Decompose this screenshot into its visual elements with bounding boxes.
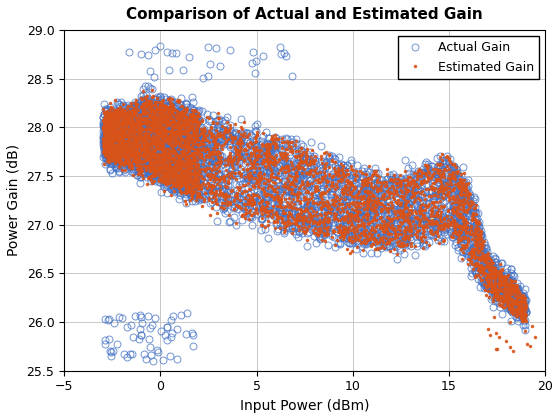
Actual Gain [292,165,299,170]
Actual Gain [149,358,156,363]
Line: Estimated Gain: Estimated Gain [101,87,537,353]
X-axis label: Input Power (dBm): Input Power (dBm) [240,399,370,413]
Actual Gain [199,76,206,81]
Actual Gain [157,43,164,48]
Estimated Gain [254,193,261,198]
Estimated Gain [149,87,156,92]
Actual Gain [450,186,456,191]
Estimated Gain [510,349,516,354]
Estimated Gain [136,137,142,142]
Legend: Actual Gain, Estimated Gain: Actual Gain, Estimated Gain [398,36,539,79]
Estimated Gain [470,230,477,235]
Actual Gain [136,136,142,142]
Actual Gain [212,183,219,188]
Line: Actual Gain: Actual Gain [100,42,529,365]
Y-axis label: Power Gain (dB): Power Gain (dB) [7,144,21,257]
Estimated Gain [474,250,481,255]
Estimated Gain [231,157,238,162]
Title: Comparison of Actual and Estimated Gain: Comparison of Actual and Estimated Gain [126,7,483,22]
Actual Gain [268,165,274,170]
Estimated Gain [527,343,534,348]
Estimated Gain [491,273,498,278]
Actual Gain [192,121,199,126]
Estimated Gain [200,142,207,147]
Actual Gain [109,113,116,118]
